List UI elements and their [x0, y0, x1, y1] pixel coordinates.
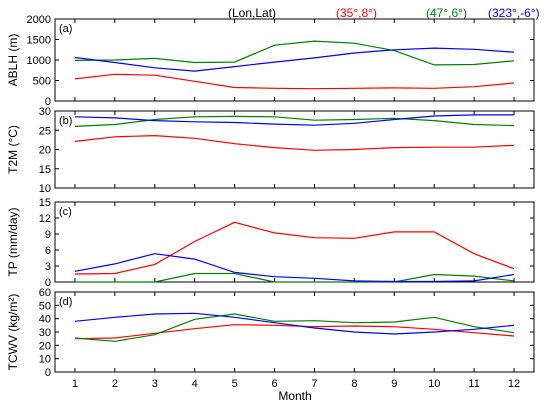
y-tick-label: 3 — [45, 261, 51, 273]
y-tick-label: 1000 — [27, 55, 51, 67]
panel-label: (d) — [59, 296, 72, 308]
series-line-1 — [74, 134, 515, 151]
x-tick-label: 5 — [232, 378, 238, 390]
x-tick-label: 3 — [152, 378, 158, 390]
x-tick-label: 6 — [271, 378, 277, 390]
y-tick-label: 9 — [45, 229, 51, 241]
series-line-3 — [74, 312, 515, 335]
legend: (Lon,Lat) (35°,8°) (47°,6°) (323°,-6°) — [228, 6, 540, 20]
legend-entry-2: (47°,6°) — [426, 6, 467, 20]
x-tick-label: 8 — [351, 378, 357, 390]
x-tick-label: 4 — [192, 378, 198, 390]
y-tick-label: 15 — [39, 164, 51, 176]
series-line-2 — [74, 40, 515, 66]
series-line-3 — [74, 253, 515, 283]
series-line-1 — [74, 73, 515, 90]
panel-frame — [54, 201, 535, 283]
y-tick-label: 30 — [39, 327, 51, 339]
x-tick-label: 10 — [428, 378, 440, 390]
y-tick-label: 1500 — [27, 35, 51, 47]
panel-1: 0 500 1000 1500 2000 (a) ABLH (m) — [6, 14, 535, 108]
y-tick-label: 6 — [45, 245, 51, 257]
y-tick-label: 20 — [39, 340, 51, 352]
panel-2: 10 15 20 25 30 (b) T2M (°C) — [6, 106, 535, 195]
series-line-3 — [74, 114, 514, 126]
series-line-2 — [74, 313, 515, 342]
x-tick-label: 1 — [72, 378, 78, 390]
y-tick-label: 15 — [39, 197, 51, 209]
x-tick-label: 9 — [391, 378, 397, 390]
panel-label: (b) — [59, 115, 72, 127]
y-tick-label: 0 — [45, 277, 51, 289]
legend-entry-3: (323°,-6°) — [488, 6, 540, 20]
x-axis-label: Month — [278, 389, 311, 403]
y-axis-label: ABLH (m) — [6, 34, 20, 87]
x-tick-label: 11 — [468, 378, 479, 390]
y-tick-label: 0 — [45, 96, 51, 108]
y-axis-label: TP (mm/day) — [6, 207, 20, 276]
y-axis-label: T2M (°C) — [6, 125, 20, 174]
y-tick-label: 10 — [39, 183, 51, 195]
panel-label: (a) — [59, 23, 72, 35]
panel-3: 0 3 6 9 12 15 (c) TP (mm/day) — [6, 197, 535, 289]
y-tick-label: 25 — [39, 125, 51, 137]
y-tick-label: 30 — [39, 106, 51, 118]
panel-label: (c) — [59, 206, 72, 218]
y-tick-label: 500 — [33, 76, 51, 88]
y-tick-label: 50 — [39, 300, 51, 312]
x-tick-label: 12 — [508, 378, 520, 390]
series-line-1 — [74, 221, 515, 275]
series-line-1 — [74, 324, 515, 340]
y-tick-label: 12 — [39, 213, 51, 225]
x-tick-label: 7 — [311, 378, 317, 390]
y-tick-label: 60 — [39, 287, 51, 299]
x-axis: 1 2 3 4 5 6 7 8 9 10 11 12 — [72, 378, 520, 390]
y-tick-label: 0 — [45, 367, 51, 379]
y-axis-label: TCWV (kg/m²) — [6, 294, 20, 371]
legend-header: (Lon,Lat) — [228, 6, 276, 20]
x-tick-label: 2 — [112, 378, 118, 390]
y-tick-label: 2000 — [27, 14, 51, 26]
series-line-2 — [75, 272, 515, 283]
y-tick-label: 10 — [39, 354, 51, 366]
legend-entry-1: (35°,8°) — [336, 6, 377, 20]
series-line-3 — [74, 47, 515, 72]
y-tick-label: 20 — [39, 145, 51, 157]
y-tick-label: 40 — [39, 314, 51, 326]
